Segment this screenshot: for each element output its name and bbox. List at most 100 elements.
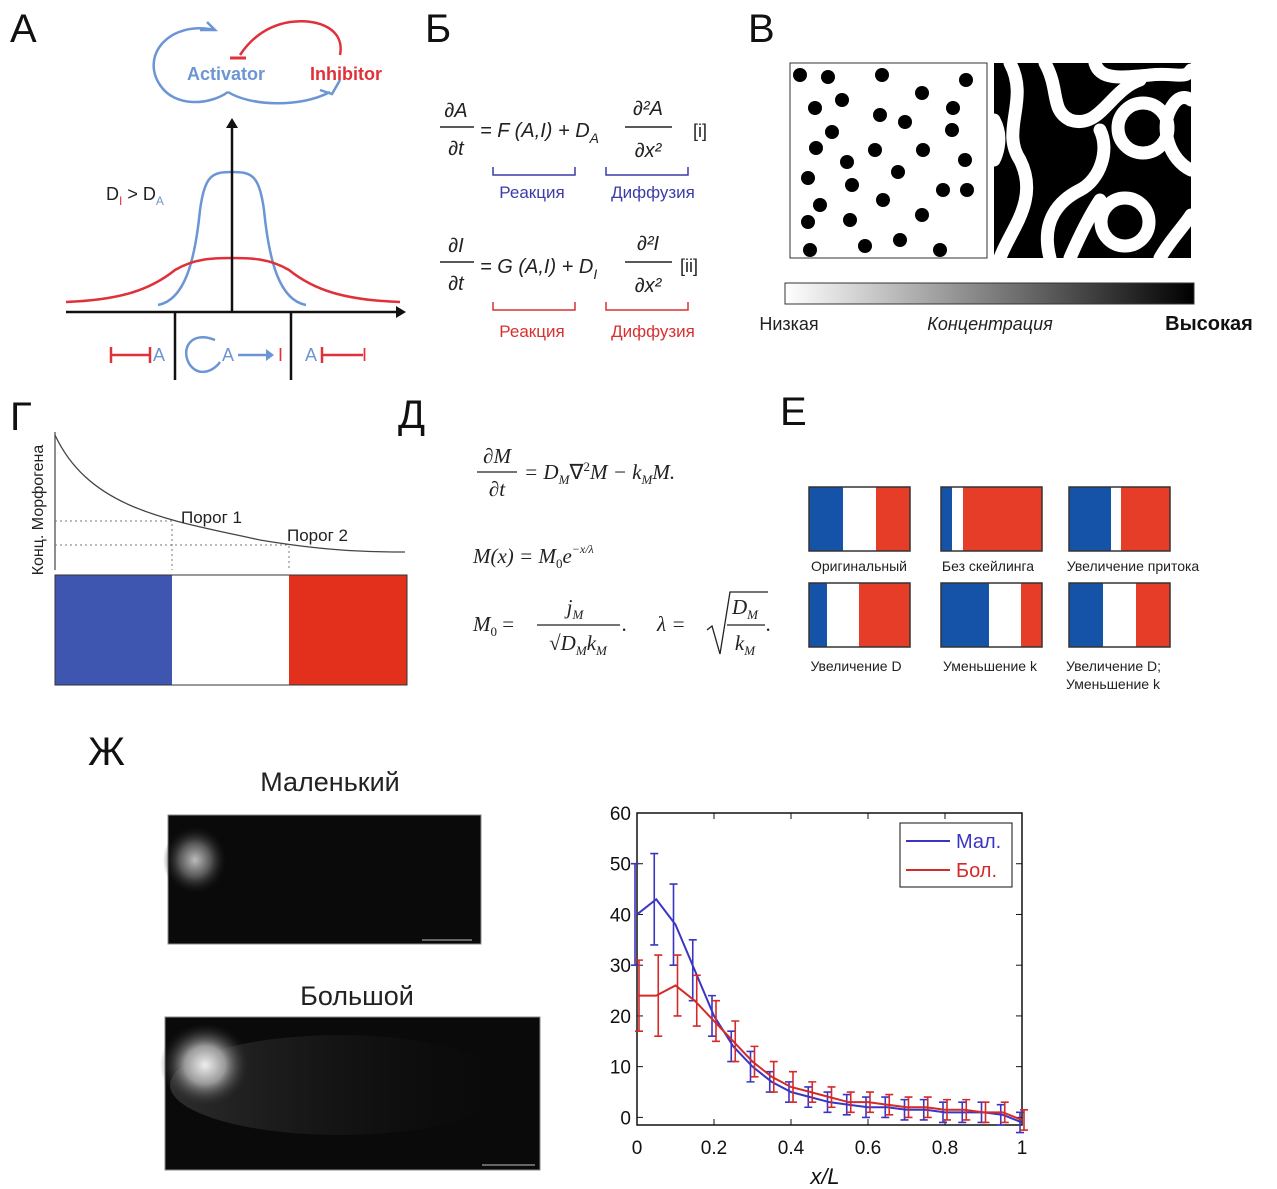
spot (873, 108, 887, 122)
flag-stripe (1069, 583, 1103, 647)
spot (845, 178, 859, 192)
letter: A (305, 345, 317, 365)
part: = D (524, 460, 559, 484)
flag-white (172, 575, 289, 685)
spot (915, 208, 929, 222)
x-tick-label: 0.8 (932, 1138, 958, 1159)
flag-stripe (809, 583, 827, 647)
period: . (766, 612, 771, 636)
flag-stripe (859, 583, 910, 647)
panel-v: Низкая Концентрация Высокая (759, 63, 1253, 335)
letter: A (222, 345, 234, 365)
panel-e: Оригинальный Без скейлинга Увеличение пр… (809, 487, 1199, 692)
signal-glow (163, 826, 227, 894)
num: ∂I (448, 235, 464, 257)
flag-label: Увеличение притока (1067, 558, 1200, 574)
eq2: M(x) = M0e−x/λ (472, 542, 594, 571)
spot (945, 123, 959, 137)
bracket (493, 302, 688, 310)
den: kM (735, 631, 756, 658)
threshold-label: Порог 1 (181, 508, 242, 527)
rhs: = F (A,I) + DA (480, 120, 599, 146)
flag-stripe (1021, 583, 1042, 647)
panel-letter: Д (398, 393, 425, 437)
spot (808, 101, 822, 115)
spot (946, 101, 960, 115)
x-tick-label: 0.2 (701, 1138, 727, 1159)
panel-zh-images: Маленький Большой (160, 767, 540, 1170)
flag-blue (55, 575, 172, 685)
spot (858, 239, 872, 253)
image-title: Маленький (260, 767, 400, 797)
num2: ∂²I (637, 233, 660, 255)
part: M (472, 612, 492, 636)
reaction-label: Реакция (499, 183, 564, 202)
part: j (564, 595, 573, 619)
self-loop (186, 337, 220, 372)
flag-stripe (941, 583, 989, 647)
arrow-head (226, 118, 238, 128)
num: ∂A (444, 100, 467, 122)
y-tick-label: 10 (610, 1058, 631, 1079)
flag-stripe (1069, 487, 1111, 551)
spot (801, 215, 815, 229)
tag: [i] (693, 121, 707, 141)
panel-letter: Е (780, 390, 807, 434)
threshold-label: Порог 2 (287, 526, 348, 545)
spot (840, 155, 854, 169)
bracket (493, 167, 688, 175)
sub: M (746, 607, 759, 622)
x-axis-label: x/L (809, 1164, 839, 1189)
rhs-sub: I (593, 266, 597, 282)
part: = (497, 612, 514, 636)
cond: > D (122, 184, 156, 204)
den2: ∂x² (635, 275, 663, 297)
part: M(x) = M (472, 544, 557, 568)
spot (933, 243, 947, 257)
letter: I (278, 345, 283, 365)
rhs-part: = F (A,I) + D (480, 120, 590, 142)
spot (876, 193, 890, 207)
spot (821, 70, 835, 84)
lambda: λ = (656, 612, 686, 636)
arrow-head (266, 349, 274, 361)
colorbar (785, 283, 1194, 304)
sup: −x/λ (572, 542, 594, 556)
eq1-rhs: = DM∇2M − kMM. (524, 459, 675, 487)
num2: ∂²A (633, 98, 663, 120)
arrow-head (200, 22, 215, 30)
diffusion-label: Диффузия (611, 322, 695, 341)
cond: D (106, 184, 119, 204)
high-label: Высокая (1165, 313, 1253, 335)
concentration-label: Концентрация (927, 314, 1053, 334)
den: ∂t (448, 138, 465, 160)
den: √DMkM (549, 631, 608, 658)
spot (875, 68, 889, 82)
x-tick-label: 1 (1017, 1138, 1028, 1159)
spot (868, 143, 882, 157)
y-tick-label: 0 (620, 1108, 631, 1129)
spot (813, 198, 827, 212)
condition: DI > DA (106, 184, 164, 208)
flag-label: Увеличение D; (1066, 658, 1161, 674)
part: M. (651, 460, 675, 484)
rhs-part: = G (A,I) + D (480, 256, 593, 278)
flag-stripe (941, 487, 952, 551)
flag-label: Уменьшение k (1066, 676, 1161, 692)
activator-label: Activator (187, 64, 265, 84)
num: jM (564, 595, 585, 622)
spot (793, 68, 807, 82)
flag-stripe (1103, 583, 1136, 647)
flag-label: Увеличение D (810, 658, 901, 674)
spots-pattern (790, 63, 987, 258)
spot (891, 165, 905, 179)
image-title: Большой (300, 981, 414, 1011)
y-tick-label: 20 (610, 1007, 631, 1028)
panel-b: ∂A ∂t = F (A,I) + DA ∂²A ∂x² [i] Реакция… (440, 98, 707, 341)
signal-glow (160, 1023, 250, 1107)
rhs: = G (A,I) + DI (480, 256, 597, 282)
panel-letter: Ж (88, 730, 125, 774)
page: А Б В Г Д Е Ж Activator Inhibitor DI > D… (0, 0, 1277, 1189)
cond-sub: A (156, 194, 164, 208)
